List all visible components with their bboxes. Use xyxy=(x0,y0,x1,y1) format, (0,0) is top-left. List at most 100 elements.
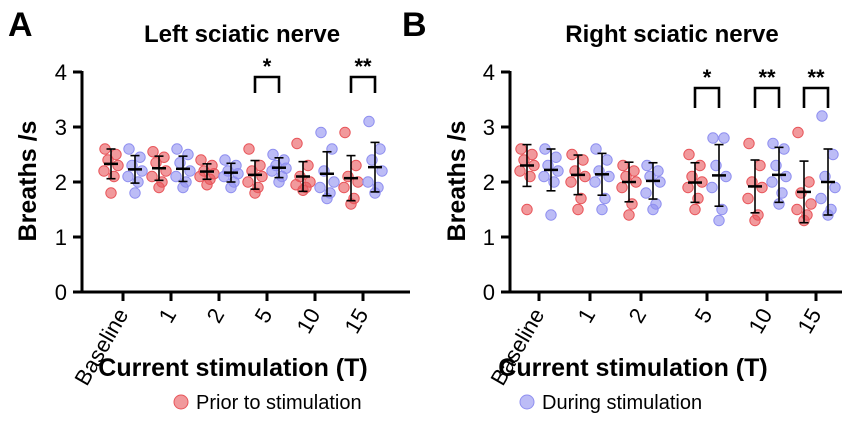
panel-b-prior-point xyxy=(514,165,526,177)
panel-b-right-sciatic-nerve: B Right sciatic nerve Breaths /s Current… xyxy=(402,6,842,390)
panel-b-during-point xyxy=(829,181,841,194)
panel-a-prior-point xyxy=(98,165,110,177)
panel-a-x-tick-label: 15 xyxy=(339,304,373,338)
panel-b-significance-bracket xyxy=(753,86,781,108)
panel-b-y-tick-label: 1 xyxy=(483,225,495,250)
panel-b-during-point xyxy=(778,143,790,155)
legend-during-marker xyxy=(519,394,535,410)
panel-a-title: Left sciatic nerve xyxy=(144,21,340,48)
legend-prior-marker xyxy=(173,394,189,410)
panel-b-prior-point xyxy=(689,203,701,216)
panel-a-left-sciatic-nerve: A Left sciatic nerve Breaths /s Current … xyxy=(8,6,410,390)
panel-b-during-point xyxy=(766,176,778,188)
panel-b-prior-point xyxy=(575,192,587,205)
panel-a-during-point xyxy=(314,181,326,194)
panel-a-y-axis-label: Breaths /s xyxy=(14,121,42,242)
panel-a-significance-label: ** xyxy=(354,54,372,79)
legend-prior-label: Prior to stimulation xyxy=(196,392,362,414)
panel-b-prior-point xyxy=(616,181,628,194)
panel-b-x-tick-label: 15 xyxy=(792,304,826,338)
panel-a-during-point xyxy=(218,170,230,183)
panel-a-during-point xyxy=(123,143,135,155)
panel-a-during-point xyxy=(225,181,237,194)
panel-a-during-point xyxy=(134,151,146,163)
panel-b-prior-point xyxy=(623,209,635,221)
panel-b-during-point xyxy=(707,132,719,144)
panel-b-during-point xyxy=(713,214,725,227)
panel-b-during-point xyxy=(590,143,602,155)
panel-a-x-tick-label: 1 xyxy=(154,304,182,327)
legend: Prior to stimulation During stimulation xyxy=(173,392,702,414)
panel-b-during-point xyxy=(538,170,550,183)
panel-b-x-tick-label: 5 xyxy=(690,304,718,327)
panel-a-prior-point xyxy=(146,170,158,183)
panel-b-during-point xyxy=(545,209,557,221)
panel-b-during-point xyxy=(647,203,659,216)
panel-b-prior-point xyxy=(803,176,815,188)
panel-a-during-point xyxy=(171,143,183,155)
panel-b-prior-point xyxy=(521,203,533,216)
panel-b-during-point xyxy=(596,203,608,216)
panel-b-prior-point xyxy=(577,154,589,166)
panel-b-during-point xyxy=(767,137,779,150)
panel-b-y-tick-label: 2 xyxy=(483,170,495,195)
panel-b-during-point xyxy=(603,170,615,183)
panel-a-x-tick-label: 5 xyxy=(250,304,278,327)
panel-a-prior-point xyxy=(195,154,207,166)
panel-b-prior-point xyxy=(792,126,804,139)
panel-b-during-point xyxy=(641,159,653,172)
panel-a-during-point xyxy=(182,148,194,161)
panel-a-during-point xyxy=(122,170,134,183)
panel-a-prior-point xyxy=(105,187,117,199)
panel-b-during-point xyxy=(550,151,562,163)
panel-a-prior-point xyxy=(242,176,254,188)
panel-a-prior-point xyxy=(243,143,255,155)
panel-b-significance-label: ** xyxy=(807,65,825,90)
panel-a-y-tick-label: 2 xyxy=(55,170,67,195)
panel-b-prior-point xyxy=(572,203,584,216)
panel-a-significance-label: * xyxy=(263,54,272,79)
panel-b-during-point xyxy=(640,187,652,199)
panel-a-during-point xyxy=(184,165,196,177)
panel-b-during-point xyxy=(815,192,827,205)
panel-b-prior-point xyxy=(565,176,577,188)
panel-b-x-tick-label: 2 xyxy=(624,304,652,327)
panel-a-x-axis-label: Current stimulation (T) xyxy=(98,354,367,382)
panel-b-x-axis-label: Current stimulation (T) xyxy=(498,354,767,382)
panel-b-prior-point xyxy=(694,159,706,172)
panel-a-during-point xyxy=(374,143,386,155)
panel-b-prior-point xyxy=(749,214,761,227)
panel-a-prior-point xyxy=(153,181,165,194)
panel-a-during-point xyxy=(326,143,338,155)
panel-b-prior-point xyxy=(754,159,766,172)
panel-a-prior-point xyxy=(338,181,350,194)
panel-a-during-point xyxy=(362,176,374,188)
panel-a-during-point xyxy=(129,187,141,199)
panel-b-x-tick-label: 10 xyxy=(743,304,777,338)
panel-b-during-point xyxy=(816,110,828,122)
panel-b-during-point xyxy=(589,176,601,188)
panel-a-during-point xyxy=(363,115,375,128)
panel-b-prior-point xyxy=(805,198,817,210)
panel-b-during-point xyxy=(718,132,730,144)
panel-b-during-point xyxy=(706,181,718,194)
panel-a-y-tick-label: 0 xyxy=(55,280,67,305)
panel-a-prior-point xyxy=(291,137,303,150)
panel-b-during-point xyxy=(601,154,613,166)
panel-a-y-tick-label: 1 xyxy=(55,225,67,250)
panel-a-prior-point xyxy=(256,170,268,183)
panel-b-during-point xyxy=(827,148,839,161)
panel-b-letter: B xyxy=(402,6,427,44)
panel-a-letter: A xyxy=(8,6,33,44)
panel-b-significance-label: ** xyxy=(758,65,776,90)
panel-a-during-point xyxy=(328,176,340,188)
panel-b-significance-bracket xyxy=(693,86,721,108)
panel-b-prior-point xyxy=(579,170,591,183)
panel-a-y-tick-label: 3 xyxy=(55,115,67,140)
panel-b-y-tick-label: 0 xyxy=(483,280,495,305)
panel-a-during-point xyxy=(177,181,189,194)
panel-a-prior-point xyxy=(201,179,213,191)
panel-a-prior-point xyxy=(147,146,159,158)
panel-a-y-tick-label: 4 xyxy=(55,60,67,85)
